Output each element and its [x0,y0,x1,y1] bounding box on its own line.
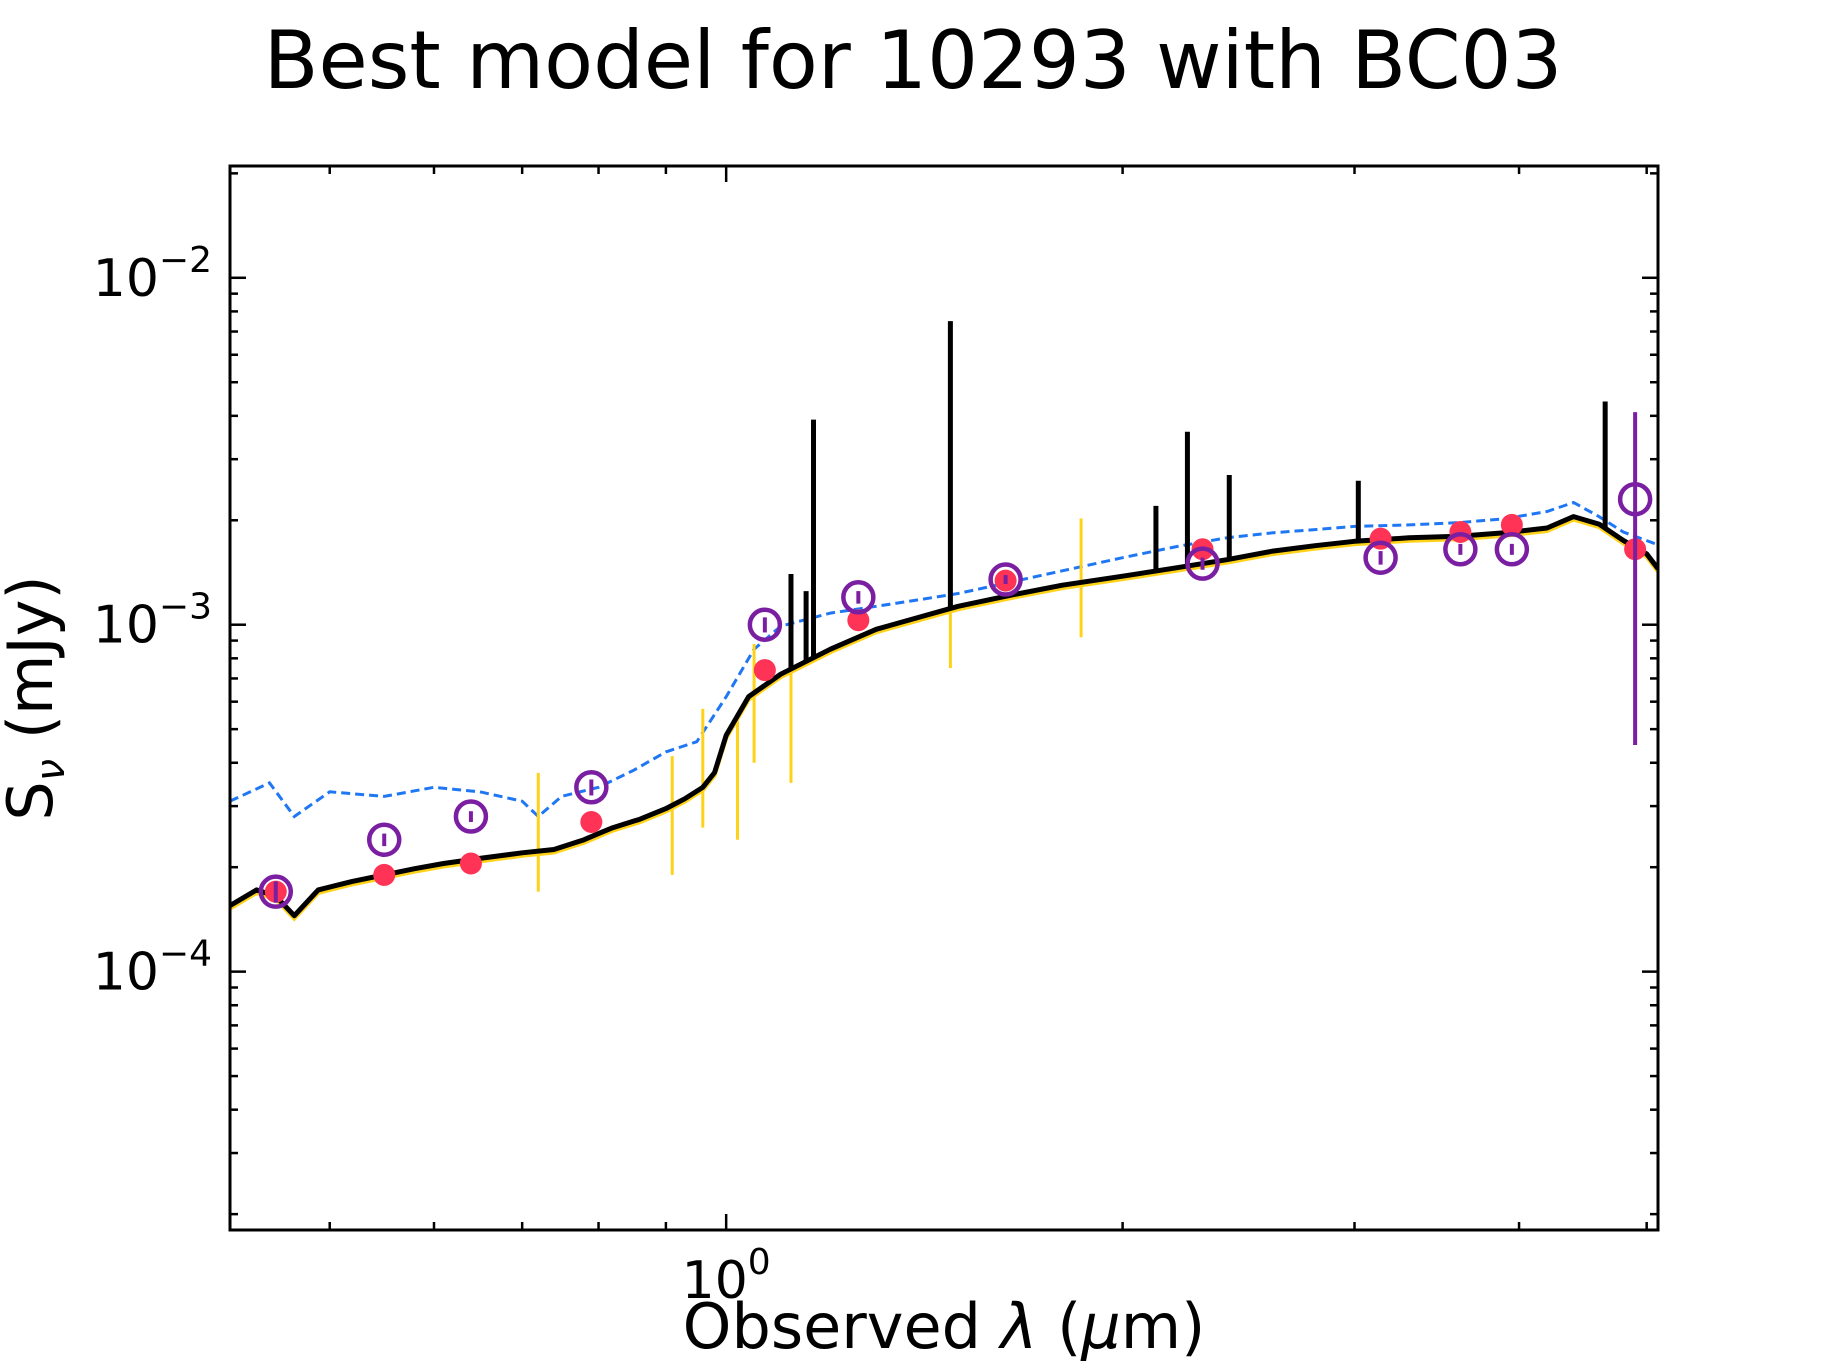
y-tick-label: 10−4 [93,934,212,1003]
observed-flux-point [747,607,783,642]
chart-title: Best model for 10293 with BC03 [264,14,1563,107]
model-spectrum-line [230,514,1658,919]
observed-flux-point [258,874,294,909]
plot-frame [228,164,1660,1232]
attenuated-stellar-line [230,517,1658,922]
y-axis-label: Sν (mJy) [0,575,74,820]
observed-flux-point [1185,546,1220,581]
tick-labels-layer: 10−4 10−3 10−2 100 [93,240,771,1311]
series-layer [230,321,1658,922]
model-flux-point [459,852,482,875]
ticks-layer [230,166,1658,1230]
model-flux-point [847,609,870,632]
model-flux-point [753,659,776,682]
unattenuated-dashed-line [230,500,1658,819]
y-tick-label: 10−2 [93,240,212,309]
observed-flux-point [1494,532,1530,567]
y-tick-label: 10−3 [93,587,212,656]
x-tick-label: 100 [682,1242,771,1311]
model-flux-point [373,863,396,886]
observed-flux-point [453,799,489,834]
observed-flux-point [1363,540,1398,575]
observed-flux-point [1443,532,1478,567]
model-flux-point [1500,513,1523,536]
points-layer [258,412,1653,909]
observed-flux-point [841,579,876,615]
observed-flux-point [574,770,609,805]
observed-flux-point [1617,481,1653,517]
x-axis-label: Observed λ (μm) [683,1290,1206,1363]
model-flux-point [580,810,603,833]
observed-flux-point [988,562,1023,597]
observed-flux-point [366,822,402,857]
